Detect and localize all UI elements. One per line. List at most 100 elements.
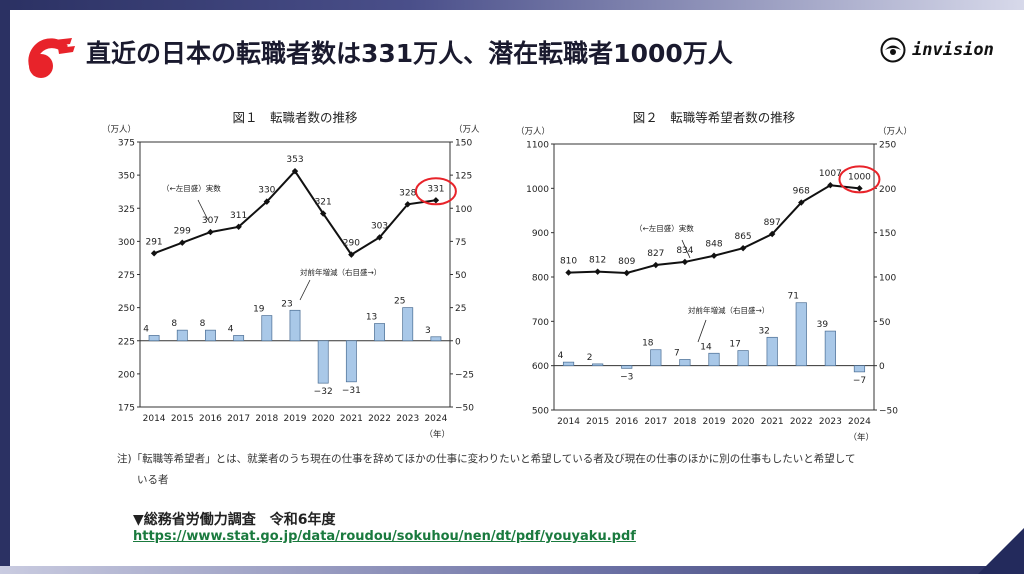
c1-line-label: 330 <box>258 186 275 196</box>
c1-right-tick-label: 50 <box>455 271 467 281</box>
c1-line-label: 299 <box>174 227 191 237</box>
c2-line-annotation-arrow <box>681 239 691 259</box>
c1-line-label: 353 <box>286 155 303 165</box>
c1-x-tick-label: 2021 <box>340 414 363 424</box>
red-fan-logo-icon <box>28 38 75 78</box>
c1-right-tick-label: 75 <box>455 238 466 248</box>
c1-line-point <box>348 251 355 258</box>
c2-bar <box>562 361 575 367</box>
c1-bar-label: 4 <box>143 324 149 334</box>
c2-line-point <box>827 182 834 189</box>
c1-left-tick-label: 225 <box>118 337 135 347</box>
c1-line-label: 321 <box>315 198 332 208</box>
c2-line-annotation: （←左目盛）実数 <box>635 223 694 233</box>
c2-bar-label: −7 <box>853 376 866 386</box>
c2-bar <box>592 363 604 367</box>
brand-logo: invision <box>880 36 994 64</box>
brand-name: invision <box>912 40 994 60</box>
c1-right-tick-label: 0 <box>455 337 461 347</box>
footnote-line-2: いる者 <box>137 474 169 486</box>
c1-x-tick-label: 2024 <box>424 414 447 424</box>
c2-x-tick-label: 2018 <box>673 417 696 427</box>
c1-left-tick-label: 250 <box>118 304 135 314</box>
source-label: ▼総務省労働力調査 令和6年度 <box>133 512 336 528</box>
c2-x-tick-label: 2023 <box>819 417 842 427</box>
c2-right-unit: （万人） <box>878 126 910 137</box>
c1-bar <box>430 336 442 342</box>
c2-right-tick-label: 0 <box>879 362 885 372</box>
c1-bar-label: 8 <box>200 319 206 329</box>
c2-line-label: 834 <box>676 246 693 256</box>
c2-bar <box>708 352 720 367</box>
footnote: 注)「転職等希望者」とは、就業者のうち現在の仕事を辞めてほかの仕事に変わりたいと… <box>117 449 917 491</box>
c2-highlight-circle <box>838 165 881 194</box>
c1-x-tick-label: 2020 <box>312 414 335 424</box>
c1-right-tick-label: 150 <box>455 139 472 149</box>
c2-x-tick-label: 2015 <box>586 417 609 427</box>
c2-bar-label: 14 <box>700 342 712 352</box>
chart-job-change-hopefuls: 図２ 転職等希望者数の推移（万人） （万人）5006007008009001000… <box>516 110 910 443</box>
c2-bar <box>679 359 691 367</box>
footnote-line-1: 注)「転職等希望者」とは、就業者のうち現在の仕事を辞めてほかの仕事に変わりたいと… <box>117 453 856 465</box>
c1-bar <box>233 335 245 342</box>
c2-line-series <box>568 184 860 275</box>
c2-left-tick-label: 900 <box>532 229 549 239</box>
c2-left-tick-label: 1100 <box>526 141 549 151</box>
c1-bar-label: 25 <box>394 297 405 307</box>
c1-right-tick-label: −50 <box>455 404 474 414</box>
c1-line-label: 328 <box>399 188 416 198</box>
c2-x-tick-label: 2022 <box>790 417 813 427</box>
c1-line-point <box>150 250 158 257</box>
c1-line-point <box>432 197 440 204</box>
c1-line-label: 331 <box>427 184 444 194</box>
c1-plot-frame <box>139 141 451 408</box>
c2-line-point <box>710 252 718 259</box>
c1-bar <box>205 329 216 342</box>
c1-right-tick-label: 125 <box>455 172 472 182</box>
c1-bar-label: 3 <box>425 326 431 336</box>
c2-bar <box>737 350 749 367</box>
c2-line-point <box>594 268 601 275</box>
c2-line-label: 968 <box>793 187 810 197</box>
c2-right-tick-label: −50 <box>879 407 898 417</box>
c2-line-label: 897 <box>764 218 781 228</box>
c1-bar-label: 8 <box>171 319 177 329</box>
c1-right-tick-label: 25 <box>455 304 466 314</box>
c1-bar <box>345 340 357 383</box>
c1-line-label: 290 <box>343 239 360 249</box>
c1-bar-label: 19 <box>253 305 265 315</box>
c1-line-annotation: （←左目盛）実数 <box>162 183 221 193</box>
c1-line-point <box>376 234 383 241</box>
c1-line-point <box>179 239 186 246</box>
c2-left-tick-label: 500 <box>532 407 549 417</box>
c2-line-label: 1007 <box>819 169 842 179</box>
c1-line-label: 311 <box>230 211 247 221</box>
c1-left-tick-label: 325 <box>118 205 135 215</box>
c1-line-point <box>291 167 299 175</box>
c1-x-tick-label: 2018 <box>255 414 278 424</box>
c1-bar-label: 23 <box>281 299 292 309</box>
c1-line-point <box>319 210 327 217</box>
c1-bar <box>374 323 385 342</box>
c2-line-point <box>565 269 572 276</box>
c2-left-tick-label: 600 <box>532 362 549 372</box>
c1-left-tick-label: 375 <box>118 139 135 149</box>
c1-x-tick-label: 2015 <box>171 414 194 424</box>
c1-x-tick-label: 2023 <box>396 414 419 424</box>
c1-left-tick-label: 200 <box>118 370 135 380</box>
c2-line-point <box>652 261 660 269</box>
corner-decoration <box>978 528 1024 574</box>
c2-x-tick-label: 2014 <box>557 417 580 427</box>
c2-right-tick-label: 100 <box>879 274 896 284</box>
c1-bar-label: 13 <box>366 313 377 323</box>
c2-x-tick-label: 2017 <box>644 417 667 427</box>
c1-title: 図１ 転職者数の推移 <box>232 110 357 125</box>
c2-bar-label: 71 <box>788 292 799 302</box>
c1-right-tick-label: −25 <box>455 370 474 380</box>
source-link[interactable]: https://www.stat.go.jp/data/roudou/sokuh… <box>133 529 636 544</box>
c2-bar-annotation: 対前年増減（右目盛→） <box>688 305 769 315</box>
c1-x-tick-label: 2019 <box>284 414 307 424</box>
c1-left-tick-label: 275 <box>118 271 135 281</box>
c2-bar <box>621 365 633 369</box>
c1-left-tick-label: 175 <box>118 404 135 414</box>
